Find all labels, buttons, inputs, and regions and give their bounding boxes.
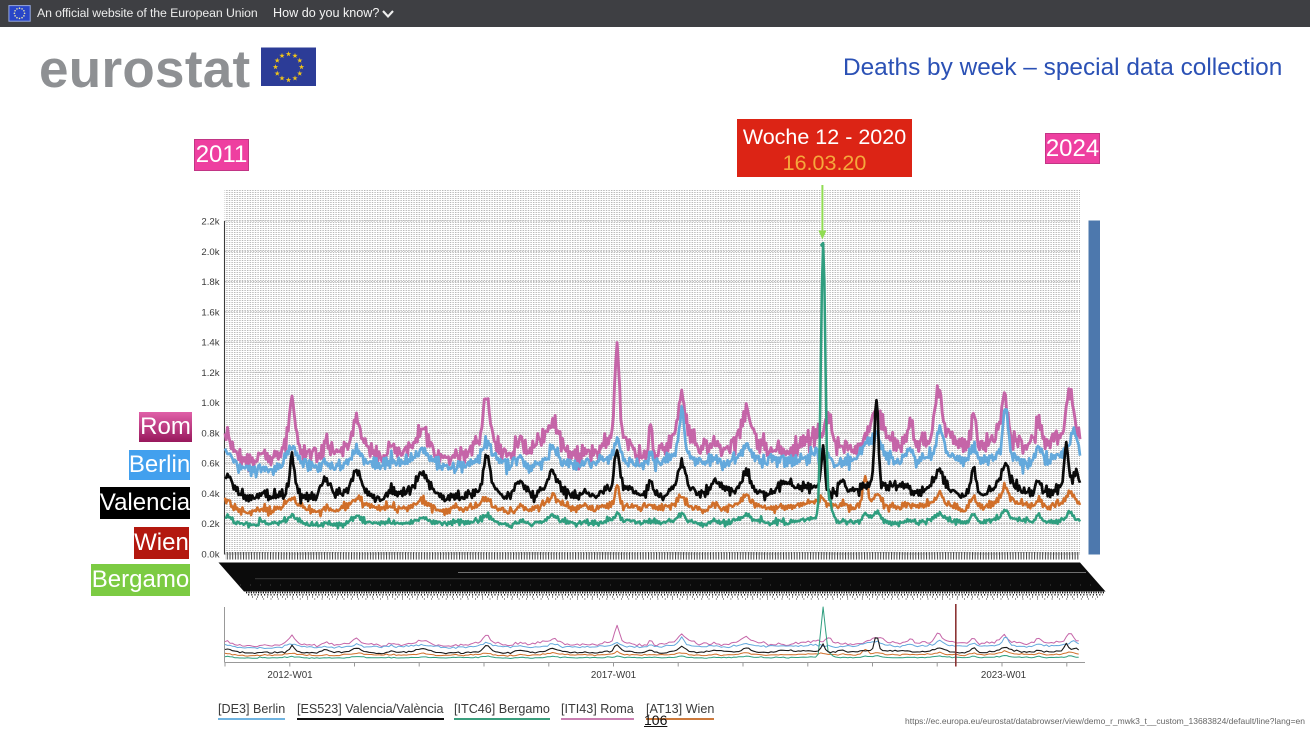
svg-text:2023-W01: 2023-W01 — [981, 670, 1026, 681]
svg-text:0.6k: 0.6k — [201, 459, 219, 470]
svg-text:1.0k: 1.0k — [201, 398, 219, 409]
svg-text:1.6k: 1.6k — [201, 307, 219, 318]
svg-text:2.2k: 2.2k — [201, 217, 219, 228]
svg-text:0.2k: 0.2k — [201, 519, 219, 530]
svg-text:1.8k: 1.8k — [201, 277, 219, 288]
svg-text:2.0k: 2.0k — [201, 247, 219, 258]
svg-text:0.0k: 0.0k — [201, 550, 219, 561]
svg-text:0.8k: 0.8k — [201, 428, 219, 439]
svg-text:0.4k: 0.4k — [201, 489, 219, 500]
svg-text:2012-W01: 2012-W01 — [267, 670, 312, 681]
svg-text:1.4k: 1.4k — [201, 338, 219, 349]
svg-text:1.2k: 1.2k — [201, 368, 219, 379]
svg-text:2017-W01: 2017-W01 — [591, 670, 636, 681]
